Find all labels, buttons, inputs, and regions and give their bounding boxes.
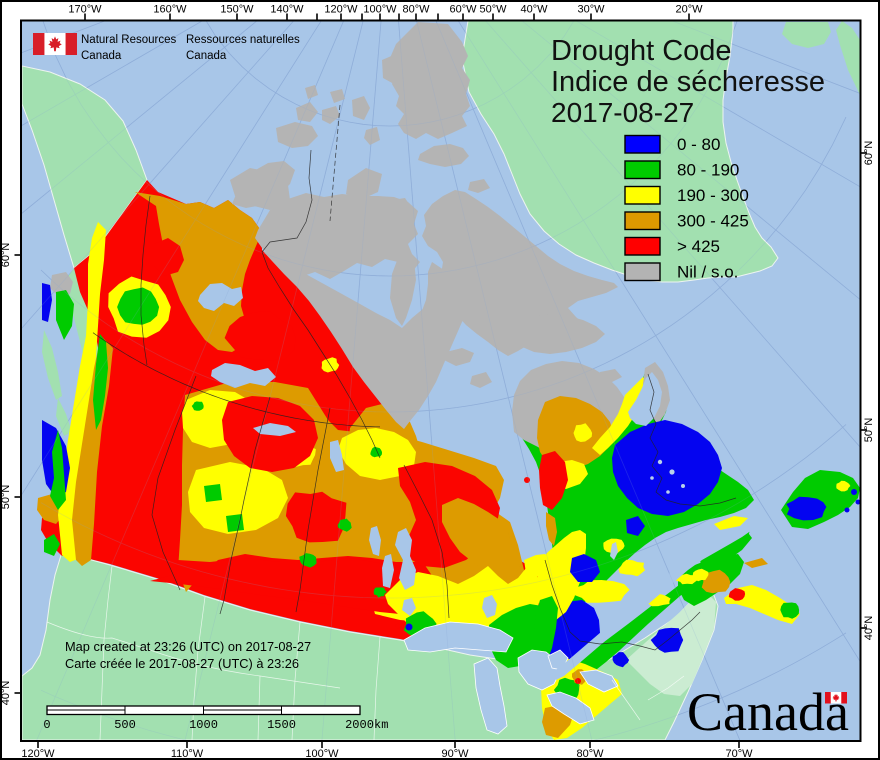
svg-text:140°W: 140°W [270,4,304,16]
svg-text:Canada: Canada [81,50,122,62]
svg-text:60°N: 60°N [0,243,12,268]
svg-text:120°W: 120°W [324,4,358,16]
svg-text:90°W: 90°W [441,748,469,760]
svg-text:Canada: Canada [687,682,849,742]
svg-text:170°W: 170°W [68,4,102,16]
svg-text:km: km [374,718,388,732]
svg-text:40°N: 40°N [0,681,12,706]
svg-text:> 425: > 425 [677,237,720,256]
svg-text:100°W: 100°W [305,748,339,760]
svg-text:150°W: 150°W [220,4,254,16]
svg-text:100°W: 100°W [363,4,397,16]
svg-text:Natural Resources: Natural Resources [81,34,176,46]
svg-text:190 - 300: 190 - 300 [677,186,749,205]
svg-text:20°W: 20°W [675,4,703,16]
svg-text:Nil / s.o.: Nil / s.o. [677,263,738,282]
svg-text:70°W: 70°W [725,748,753,760]
svg-text:2017-08-27: 2017-08-27 [551,97,694,128]
svg-text:Carte créée le 2017-08-27 (UTC: Carte créée le 2017-08-27 (UTC) à 23:26 [65,656,299,671]
svg-text:1500: 1500 [267,718,296,732]
svg-text:80°W: 80°W [402,4,430,16]
svg-text:50°N: 50°N [863,418,875,443]
svg-text:Indice de sécheresse: Indice de sécheresse [551,66,825,98]
svg-text:80°W: 80°W [576,748,604,760]
svg-text:50°W: 50°W [479,4,507,16]
svg-text:Drought Code: Drought Code [551,35,732,67]
svg-text:50°N: 50°N [0,485,12,510]
svg-text:2000: 2000 [345,718,374,732]
svg-text:40°W: 40°W [520,4,548,16]
svg-text:110°W: 110°W [171,748,204,760]
svg-text:1000: 1000 [189,718,218,732]
svg-text:60°N: 60°N [863,141,875,166]
svg-text:60°W: 60°W [449,4,477,16]
svg-text:300 - 425: 300 - 425 [677,212,749,231]
svg-text:0: 0 [43,718,50,732]
svg-text:160°W: 160°W [153,4,187,16]
svg-text:0 - 80: 0 - 80 [677,135,720,154]
svg-text:80 - 190: 80 - 190 [677,161,739,180]
svg-text:40°N: 40°N [863,616,875,641]
svg-text:30°W: 30°W [577,4,605,16]
svg-text:Map created at 23:26 (UTC) on: Map created at 23:26 (UTC) on 2017-08-27 [65,639,311,654]
svg-text:500: 500 [114,718,136,732]
svg-text:Ressources naturelles: Ressources naturelles [186,34,300,46]
svg-text:120°W: 120°W [21,748,55,760]
svg-text:Canada: Canada [186,50,227,62]
